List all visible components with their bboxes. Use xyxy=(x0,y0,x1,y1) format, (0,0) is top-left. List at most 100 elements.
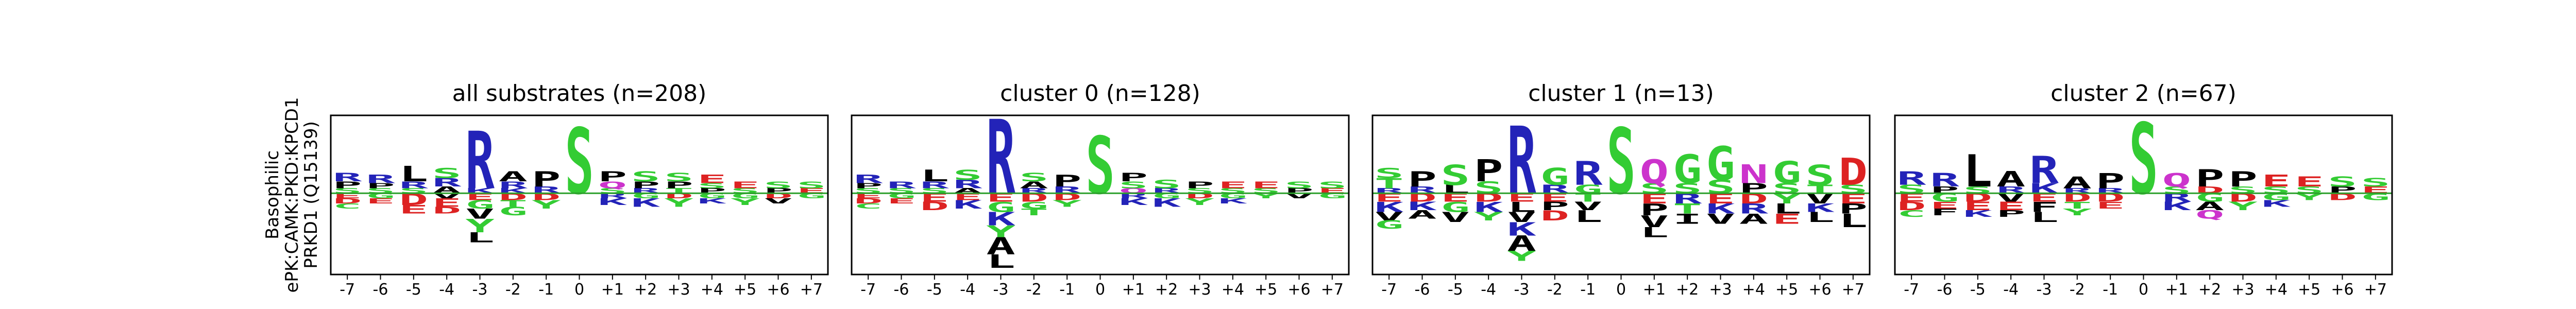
logo-letter: T xyxy=(1673,201,1702,217)
logo-letter: P xyxy=(532,167,561,191)
x-tick-label: -3 xyxy=(472,281,488,299)
logo-letter: R xyxy=(366,173,395,186)
logo-letter: S xyxy=(1706,176,1735,198)
logo-letter: E xyxy=(366,197,395,205)
logo-letter: S xyxy=(664,171,693,184)
logo-letter: D xyxy=(2328,192,2357,202)
logo-letter: S xyxy=(1606,109,1636,215)
x-tick-label: -4 xyxy=(1481,281,1496,299)
logo-letter: G xyxy=(465,198,495,211)
logo-letter: L xyxy=(1772,201,1802,217)
logo-letter: R xyxy=(953,178,982,191)
logo-letter: R xyxy=(465,115,495,207)
x-tick-label: -3 xyxy=(2037,281,2052,299)
x-tick-label: +3 xyxy=(1188,281,1211,299)
logo-letter: Y xyxy=(2063,207,2092,217)
logo-letter: C xyxy=(1897,208,1926,219)
logo-letter: C xyxy=(333,202,362,210)
x-tick-label: -3 xyxy=(1514,281,1530,299)
logo-letter: G xyxy=(1375,218,1404,232)
logo-panel: all substrates (n=208)SPREDC-7SPRGE-6SRL… xyxy=(262,80,829,299)
logo-letter: S xyxy=(1375,165,1404,181)
logo-letter: E xyxy=(698,173,727,186)
logo-letter: R xyxy=(1739,201,1769,217)
logo-letter: R xyxy=(399,180,429,191)
logo-letter: G xyxy=(1020,200,1049,211)
x-tick-label: -6 xyxy=(1415,281,1430,299)
panel-frame xyxy=(851,114,1350,276)
logo-letter: V xyxy=(764,197,793,205)
x-tick-label: +2 xyxy=(2198,281,2221,299)
logo-letter: A xyxy=(1507,231,1536,255)
logo-letter: K xyxy=(1963,208,1993,219)
logo-letter: Q xyxy=(2162,169,2192,191)
panel-frame xyxy=(1371,114,1871,276)
logo-letter: Q xyxy=(1640,153,1669,191)
logo-letter: G xyxy=(1673,147,1702,193)
x-tick-label: -6 xyxy=(373,281,388,299)
logo-letter: K xyxy=(1474,199,1503,215)
logo-letter: P xyxy=(854,182,883,190)
x-tick-label: -1 xyxy=(2103,281,2118,299)
logo-panel: cluster 2 (n=67)SREDC-7PRGEF-6SLDEK-5RAV… xyxy=(1894,80,2393,299)
x-tick-label: 0 xyxy=(574,281,584,299)
logo-letter: Y xyxy=(532,198,561,211)
logo-letter: G xyxy=(1772,156,1802,191)
logo-letter: K xyxy=(986,208,1015,230)
x-tick-label: 0 xyxy=(2139,281,2148,299)
x-tick-label: +1 xyxy=(1643,281,1666,299)
x-tick-label: -5 xyxy=(1448,281,1463,299)
logo-letter: R xyxy=(920,180,950,191)
logo-letter: K xyxy=(2262,198,2291,209)
x-tick-label: +6 xyxy=(767,281,789,299)
x-tick-label: +5 xyxy=(734,281,756,299)
logo-letter: S xyxy=(764,180,793,191)
logo-letter: A xyxy=(1739,211,1769,227)
x-tick-label: +6 xyxy=(2331,281,2353,299)
x-tick-label: +7 xyxy=(1842,281,1865,299)
logo-letter: Y xyxy=(664,196,693,210)
x-tick-label: -5 xyxy=(927,281,942,299)
logo-letter: L xyxy=(1839,210,1868,231)
x-tick-label: -4 xyxy=(2003,281,2019,299)
logo-letter: E xyxy=(2295,174,2324,190)
logo-letter: R xyxy=(499,180,529,191)
x-tick-label: +3 xyxy=(667,281,690,299)
logo-letter: A xyxy=(1408,208,1437,221)
logo-letter: E xyxy=(1996,200,2026,213)
logo-letter: D xyxy=(333,197,362,205)
logo-letter: Y xyxy=(1053,198,1082,209)
logo-letter: R xyxy=(854,173,883,186)
logo-letter: S xyxy=(1119,180,1148,191)
logo-letter: T xyxy=(499,198,528,209)
x-tick-label: +4 xyxy=(1742,281,1765,299)
x-tick-label: -4 xyxy=(439,281,454,299)
logo-letter: R xyxy=(333,171,362,184)
logo-letter: Q xyxy=(2195,208,2225,221)
panel-title: cluster 0 (n=128) xyxy=(1000,80,1200,107)
logo-letter: P xyxy=(2195,165,2225,192)
logo-letter: A xyxy=(986,233,1015,260)
x-tick-label: -2 xyxy=(1026,281,1042,299)
logo-letter: L xyxy=(1805,209,1835,225)
logo-letter: Y xyxy=(2228,200,2258,213)
logo-letter: R xyxy=(887,180,917,191)
logo-letter: S xyxy=(565,109,594,215)
x-tick-label: +6 xyxy=(1287,281,1310,299)
logo-letter: A xyxy=(1996,167,2026,191)
logo-letter: Y xyxy=(986,222,1015,242)
logo-letter: P xyxy=(1408,167,1437,191)
x-tick-label: -7 xyxy=(340,281,355,299)
x-tick-label: -2 xyxy=(2070,281,2085,299)
x-tick-label: +5 xyxy=(2298,281,2320,299)
logo-letter: P xyxy=(631,180,660,191)
logo-letter: E xyxy=(1251,180,1281,191)
x-tick-label: +2 xyxy=(1155,281,1178,299)
logo-letter: K xyxy=(2162,200,2192,213)
logo-panel: cluster 0 (n=128)SPREDC-7SRGE-6SRLED-5AR… xyxy=(851,80,1350,299)
logo-letter: V xyxy=(1706,211,1735,227)
x-tick-label: -7 xyxy=(1904,281,1919,299)
panel-title: cluster 2 (n=67) xyxy=(2050,80,2236,107)
logo-letter: T xyxy=(1375,176,1404,192)
